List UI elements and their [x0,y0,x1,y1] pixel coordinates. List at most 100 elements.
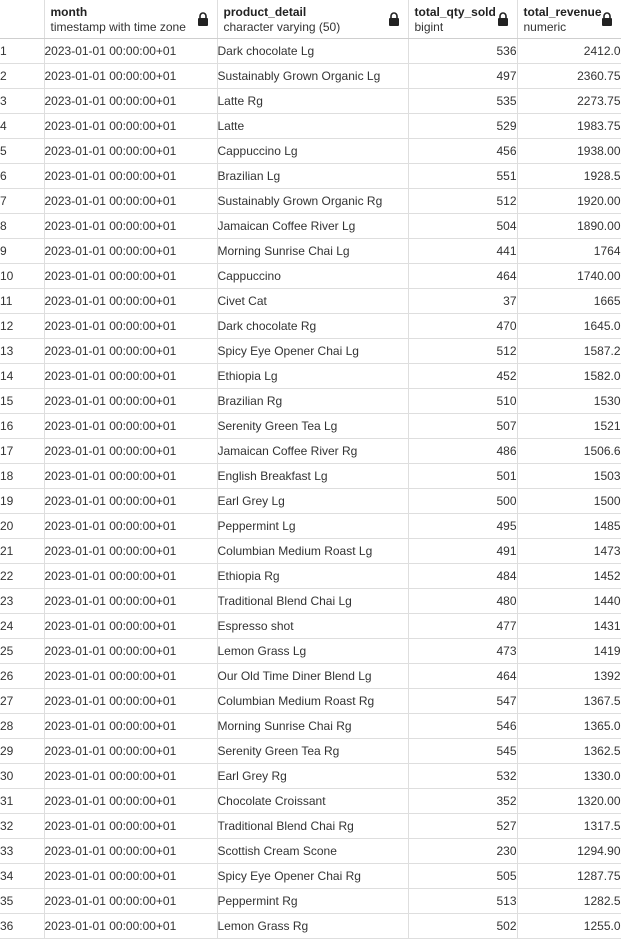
total-revenue-cell[interactable]: 1485 [517,513,621,539]
total-revenue-cell[interactable]: 1365.0 [517,713,621,739]
product-detail-cell[interactable]: Lemon Grass Rg [217,913,409,939]
row-number-cell[interactable]: 18 [0,463,45,489]
total-qty-sold-cell[interactable]: 470 [408,313,518,339]
product-detail-cell[interactable]: Serenity Green Tea Lg [217,413,409,439]
total-revenue-cell[interactable]: 1920.00 [517,188,621,214]
total-qty-sold-cell[interactable]: 230 [408,838,518,864]
table-row[interactable]: 18 2023-01-01 00:00:00+01 English Breakfas… [0,463,621,489]
product-detail-cell[interactable]: Spicy Eye Opener Chai Lg [217,338,409,364]
total-revenue-cell[interactable]: 1530 [517,388,621,414]
month-cell[interactable]: 2023-01-01 00:00:00+01 [44,538,218,564]
month-cell[interactable]: 2023-01-01 00:00:00+01 [44,163,218,189]
product-detail-cell[interactable]: Morning Sunrise Chai Rg [217,713,409,739]
total-qty-sold-cell[interactable]: 477 [408,613,518,639]
table-row[interactable]: 22 2023-01-01 00:00:00+01 Ethiopia Rg 484 14… [0,563,621,589]
row-number-cell[interactable]: 22 [0,563,45,589]
table-row[interactable]: 34 2023-01-01 00:00:00+01 Spicy Eye Opener… [0,863,621,889]
row-number-cell[interactable]: 17 [0,438,45,464]
product-detail-cell[interactable]: Traditional Blend Chai Lg [217,588,409,614]
row-number-cell[interactable]: 4 [0,113,45,139]
row-number-cell[interactable]: 5 [0,138,45,164]
row-number-cell[interactable]: 28 [0,713,45,739]
month-cell[interactable]: 2023-01-01 00:00:00+01 [44,213,218,239]
product-detail-cell[interactable]: Serenity Green Tea Rg [217,738,409,764]
row-number-cell[interactable]: 7 [0,188,45,214]
product-detail-cell[interactable]: Espresso shot [217,613,409,639]
total-qty-sold-cell[interactable]: 546 [408,713,518,739]
table-row[interactable]: 15 2023-01-01 00:00:00+01 Brazilian Rg 510 1… [0,388,621,414]
month-cell[interactable]: 2023-01-01 00:00:00+01 [44,63,218,89]
month-cell[interactable]: 2023-01-01 00:00:00+01 [44,338,218,364]
total-qty-sold-cell[interactable]: 504 [408,213,518,239]
row-number-cell[interactable]: 14 [0,363,45,389]
total-revenue-cell[interactable]: 2273.75 [517,88,621,114]
table-row[interactable]: 2 2023-01-01 00:00:00+01 Sustainably Grown… [0,63,621,89]
total-revenue-cell[interactable]: 1294.90 [517,838,621,864]
total-qty-sold-cell[interactable]: 486 [408,438,518,464]
month-cell[interactable]: 2023-01-01 00:00:00+01 [44,688,218,714]
row-number-cell[interactable]: 25 [0,638,45,664]
total-revenue-cell[interactable]: 1330.0 [517,763,621,789]
total-qty-sold-cell[interactable]: 502 [408,913,518,939]
row-number-cell[interactable]: 20 [0,513,45,539]
table-row[interactable]: 30 2023-01-01 00:00:00+01 Earl Grey Rg 532 1… [0,763,621,789]
product-detail-cell[interactable]: English Breakfast Lg [217,463,409,489]
month-cell[interactable]: 2023-01-01 00:00:00+01 [44,613,218,639]
table-row[interactable]: 35 2023-01-01 00:00:00+01 Peppermint Rg 513… [0,888,621,914]
total-revenue-cell[interactable]: 2412.0 [517,38,621,64]
month-cell[interactable]: 2023-01-01 00:00:00+01 [44,788,218,814]
column-header-total-revenue[interactable]: total_revenue numeric [517,0,621,39]
table-row[interactable]: 1 2023-01-01 00:00:00+01 Dark chocolate Lg… [0,38,621,64]
month-cell[interactable]: 2023-01-01 00:00:00+01 [44,863,218,889]
table-row[interactable]: 20 2023-01-01 00:00:00+01 Peppermint Lg 495… [0,513,621,539]
row-number-header[interactable] [0,0,45,39]
table-row[interactable]: 8 2023-01-01 00:00:00+01 Jamaican Coffee R… [0,213,621,239]
product-detail-cell[interactable]: Lemon Grass Lg [217,638,409,664]
table-row[interactable]: 6 2023-01-01 00:00:00+01 Brazilian Lg 551 19… [0,163,621,189]
month-cell[interactable]: 2023-01-01 00:00:00+01 [44,463,218,489]
product-detail-cell[interactable]: Peppermint Lg [217,513,409,539]
total-revenue-cell[interactable]: 2360.75 [517,63,621,89]
total-revenue-cell[interactable]: 1287.75 [517,863,621,889]
total-qty-sold-cell[interactable]: 452 [408,363,518,389]
table-row[interactable]: 23 2023-01-01 00:00:00+01 Traditional Blen… [0,588,621,614]
total-qty-sold-cell[interactable]: 456 [408,138,518,164]
month-cell[interactable]: 2023-01-01 00:00:00+01 [44,488,218,514]
total-qty-sold-cell[interactable]: 441 [408,238,518,264]
total-qty-sold-cell[interactable]: 37 [408,288,518,314]
product-detail-cell[interactable]: Columbian Medium Roast Lg [217,538,409,564]
total-revenue-cell[interactable]: 1440 [517,588,621,614]
row-number-cell[interactable]: 8 [0,213,45,239]
month-cell[interactable]: 2023-01-01 00:00:00+01 [44,913,218,939]
row-number-cell[interactable]: 12 [0,313,45,339]
row-number-cell[interactable]: 3 [0,88,45,114]
month-cell[interactable]: 2023-01-01 00:00:00+01 [44,238,218,264]
month-cell[interactable]: 2023-01-01 00:00:00+01 [44,413,218,439]
month-cell[interactable]: 2023-01-01 00:00:00+01 [44,263,218,289]
total-qty-sold-cell[interactable]: 547 [408,688,518,714]
total-revenue-cell[interactable]: 1500 [517,488,621,514]
row-number-cell[interactable]: 26 [0,663,45,689]
total-qty-sold-cell[interactable]: 473 [408,638,518,664]
month-cell[interactable]: 2023-01-01 00:00:00+01 [44,663,218,689]
row-number-cell[interactable]: 27 [0,688,45,714]
total-revenue-cell[interactable]: 1362.5 [517,738,621,764]
row-number-cell[interactable]: 15 [0,388,45,414]
table-row[interactable]: 27 2023-01-01 00:00:00+01 Columbian Medium… [0,688,621,714]
row-number-cell[interactable]: 9 [0,238,45,264]
product-detail-cell[interactable]: Ethiopia Lg [217,363,409,389]
total-qty-sold-cell[interactable]: 501 [408,463,518,489]
total-revenue-cell[interactable]: 1645.0 [517,313,621,339]
total-revenue-cell[interactable]: 1938.00 [517,138,621,164]
total-revenue-cell[interactable]: 1320.00 [517,788,621,814]
total-qty-sold-cell[interactable]: 532 [408,763,518,789]
product-detail-cell[interactable]: Latte [217,113,409,139]
total-revenue-cell[interactable]: 1587.2 [517,338,621,364]
table-row[interactable]: 4 2023-01-01 00:00:00+01 Latte 529 1983.75 [0,113,621,139]
product-detail-cell[interactable]: Morning Sunrise Chai Lg [217,238,409,264]
total-qty-sold-cell[interactable]: 464 [408,263,518,289]
total-qty-sold-cell[interactable]: 551 [408,163,518,189]
total-revenue-cell[interactable]: 1503 [517,463,621,489]
total-revenue-cell[interactable]: 1317.5 [517,813,621,839]
product-detail-cell[interactable]: Jamaican Coffee River Lg [217,213,409,239]
